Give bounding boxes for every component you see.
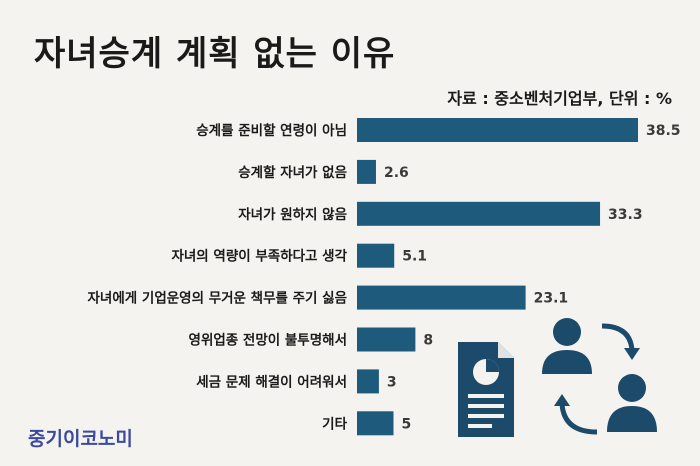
brand-logo: 중기이코노미 bbox=[28, 428, 133, 450]
succession-illustration bbox=[458, 318, 657, 437]
source-note: 자료 : 중소벤처기업부, 단위 : % bbox=[447, 89, 672, 108]
value-label: 38.5 bbox=[646, 123, 681, 139]
category-label: 기타 bbox=[322, 416, 347, 432]
bar bbox=[357, 327, 416, 352]
value-label: 5 bbox=[401, 416, 411, 432]
category-label: 영위업종 전망이 불투명해서 bbox=[189, 332, 347, 349]
bar bbox=[357, 243, 395, 268]
category-label: 자녀가 원하지 않음 bbox=[238, 206, 347, 223]
bar bbox=[357, 159, 376, 184]
category-label: 자녀의 역량이 부족하다고 생각 bbox=[171, 248, 347, 265]
value-label: 33.3 bbox=[608, 207, 643, 223]
bar bbox=[357, 285, 526, 310]
value-label: 5.1 bbox=[402, 249, 427, 265]
arrow-cycle-icon bbox=[559, 323, 635, 435]
value-label: 2.6 bbox=[384, 165, 409, 181]
value-label: 8 bbox=[423, 333, 433, 349]
bar bbox=[357, 369, 379, 394]
chart-title: 자녀승계 계획 없는 이유 bbox=[34, 34, 396, 74]
category-label: 세금 문제 해결이 어려워서 bbox=[196, 373, 347, 390]
value-label: 23.1 bbox=[534, 291, 569, 307]
bar bbox=[357, 201, 601, 226]
person-icon bbox=[607, 374, 657, 432]
document-chart-icon bbox=[458, 342, 514, 437]
category-label: 승계를 준비할 연령이 아님 bbox=[196, 122, 347, 139]
category-label: 승계할 자녀가 없음 bbox=[238, 164, 347, 181]
value-label: 3 bbox=[387, 374, 397, 390]
bar bbox=[357, 118, 638, 142]
category-label: 자녀에게 기업운영의 무거운 책무를 주기 싫음 bbox=[88, 290, 347, 307]
person-icon bbox=[542, 318, 592, 374]
bar bbox=[357, 411, 394, 436]
